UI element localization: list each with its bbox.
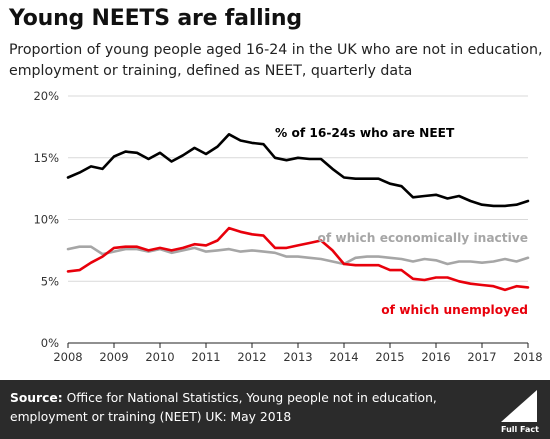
source-text: Office for National Statistics, Young pe… — [10, 391, 437, 424]
x-tick-label: 2015 — [375, 350, 404, 364]
x-tick-label: 2016 — [421, 350, 450, 364]
x-tick-label: 2009 — [99, 350, 128, 364]
line-chart: 0% 5% 10% 15% 20% 2008 2009 2010 2011 2012 2013 201… — [33, 89, 542, 364]
y-tick-label: 15% — [33, 151, 59, 165]
series-line-1 — [66, 245, 530, 266]
x-tick-label: 2008 — [53, 350, 82, 364]
logo-wordmark: Full Fact — [501, 425, 539, 434]
series-annotation-0: % of 16-24s who are NEET — [275, 126, 455, 140]
x-tick-label: 2013 — [283, 350, 312, 364]
y-tick-label: 20% — [33, 89, 59, 103]
footer: Source: Office for National Statistics, … — [0, 380, 550, 439]
y-tick-label: 10% — [33, 213, 59, 227]
series-annotation-2: of which unemployed — [381, 303, 528, 317]
series-line-2 — [66, 226, 530, 292]
series-annotation-1: of which economically inactive — [318, 231, 528, 245]
source-note: Source: Office for National Statistics, … — [10, 389, 480, 427]
full-fact-logo: Full Fact — [501, 390, 539, 434]
series-line-0 — [66, 133, 530, 208]
y-tick-label: 0% — [41, 336, 59, 350]
x-tick-label: 2010 — [145, 350, 174, 364]
logo-triangle-mark — [501, 390, 537, 422]
x-tick-label: 2018 — [513, 350, 542, 364]
x-tick-label: 2014 — [329, 350, 358, 364]
x-tick-label: 2011 — [191, 350, 220, 364]
source-label: Source: — [10, 391, 63, 405]
x-tick-label: 2012 — [237, 350, 266, 364]
x-tick-label: 2017 — [467, 350, 496, 364]
y-tick-label: 5% — [41, 274, 59, 288]
chart-subtitle: Proportion of young people aged 16-24 in… — [9, 42, 543, 79]
chart-title: Young NEETS are falling — [9, 6, 302, 31]
